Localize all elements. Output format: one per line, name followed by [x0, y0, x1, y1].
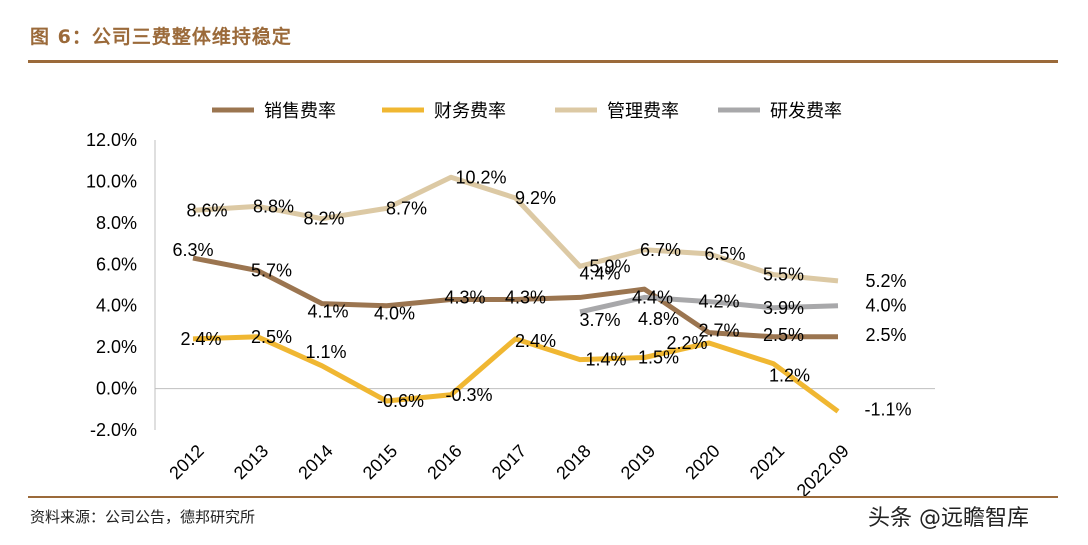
- data-label: 2.4%: [180, 329, 221, 349]
- series-line-0: [192, 255, 838, 340]
- watermark: 头条 @远瞻智库: [868, 506, 1029, 531]
- y-tick-label: 6.0%: [96, 254, 137, 274]
- data-label: 10.2%: [455, 167, 506, 187]
- data-label: 2.4%: [515, 331, 556, 351]
- data-label: 2.5%: [865, 325, 906, 345]
- x-tick-label: 2022.09: [793, 441, 853, 501]
- data-label: 3.7%: [579, 310, 620, 330]
- data-label: 9.2%: [515, 188, 556, 208]
- data-label: 2.7%: [698, 321, 739, 341]
- data-label: 4.3%: [505, 288, 546, 308]
- figure-header: 图 6：公司三费整体维持稳定: [28, 18, 1058, 63]
- data-label: 2.5%: [251, 327, 292, 347]
- y-tick-label: 2.0%: [96, 337, 137, 357]
- legend-label: 财务费率: [434, 101, 506, 122]
- data-label: 8.8%: [253, 196, 294, 216]
- x-tick-label: 2014: [294, 441, 336, 483]
- figure-title: 图 6：公司三费整体维持稳定: [30, 26, 292, 48]
- series-line-1: [192, 334, 840, 414]
- x-tick-label: 2017: [488, 441, 530, 483]
- footer-divider: [28, 496, 1058, 498]
- x-tick-label: 2019: [617, 441, 659, 483]
- data-label: 1.1%: [305, 342, 346, 362]
- series-line-3: [579, 294, 839, 315]
- data-label: 4.8%: [638, 309, 679, 329]
- x-tick-label: 2016: [423, 441, 465, 483]
- data-label: 8.6%: [186, 200, 227, 220]
- data-label: 4.4%: [579, 263, 620, 283]
- data-label: 4.0%: [865, 296, 906, 316]
- data-label: 4.2%: [698, 292, 739, 312]
- data-label: 6.5%: [704, 244, 745, 264]
- data-label: -1.1%: [864, 399, 911, 419]
- data-label: 8.7%: [386, 198, 427, 218]
- data-label: 1.4%: [585, 350, 626, 370]
- y-tick-label: 0.0%: [96, 379, 137, 399]
- data-label: 4.3%: [444, 288, 485, 308]
- x-tick-label: 2012: [165, 441, 207, 483]
- x-tick-label: 2020: [681, 441, 723, 483]
- data-label: 5.2%: [865, 271, 906, 291]
- data-label: 1.2%: [769, 366, 810, 386]
- data-label: -0.6%: [377, 391, 424, 411]
- data-label: 1.5%: [638, 348, 679, 368]
- x-tick-label: 2015: [359, 441, 401, 483]
- x-tick-label: 2021: [746, 441, 788, 483]
- data-label: 4.4%: [632, 287, 673, 307]
- data-label: 2.2%: [666, 333, 707, 353]
- y-tick-label: 10.0%: [86, 171, 137, 191]
- data-label: 5.7%: [251, 261, 292, 281]
- legend-label: 研发费率: [770, 101, 842, 122]
- data-label: 6.7%: [640, 240, 681, 260]
- y-tick-label: 8.0%: [96, 213, 137, 233]
- data-label: -0.3%: [445, 385, 492, 405]
- data-label: 4.0%: [374, 304, 415, 324]
- data-label: 3.9%: [763, 298, 804, 318]
- y-tick-label: -2.0%: [90, 420, 137, 440]
- x-tick-label: 2018: [552, 441, 594, 483]
- legend-label: 销售费率: [264, 101, 336, 122]
- data-label: 5.9%: [589, 256, 630, 276]
- data-label: 4.1%: [307, 302, 348, 322]
- series-line-2: [192, 174, 839, 284]
- data-label: 8.2%: [303, 209, 344, 229]
- data-label: 5.5%: [763, 265, 804, 285]
- source-note: 资料来源：公司公告，德邦研究所: [30, 508, 256, 526]
- y-tick-label: 12.0%: [86, 130, 137, 150]
- legend-label: 管理费率: [607, 101, 679, 122]
- y-tick-label: 4.0%: [96, 296, 137, 316]
- x-tick-label: 2013: [230, 441, 272, 483]
- data-label: 6.3%: [172, 240, 213, 260]
- data-label: 2.5%: [763, 325, 804, 345]
